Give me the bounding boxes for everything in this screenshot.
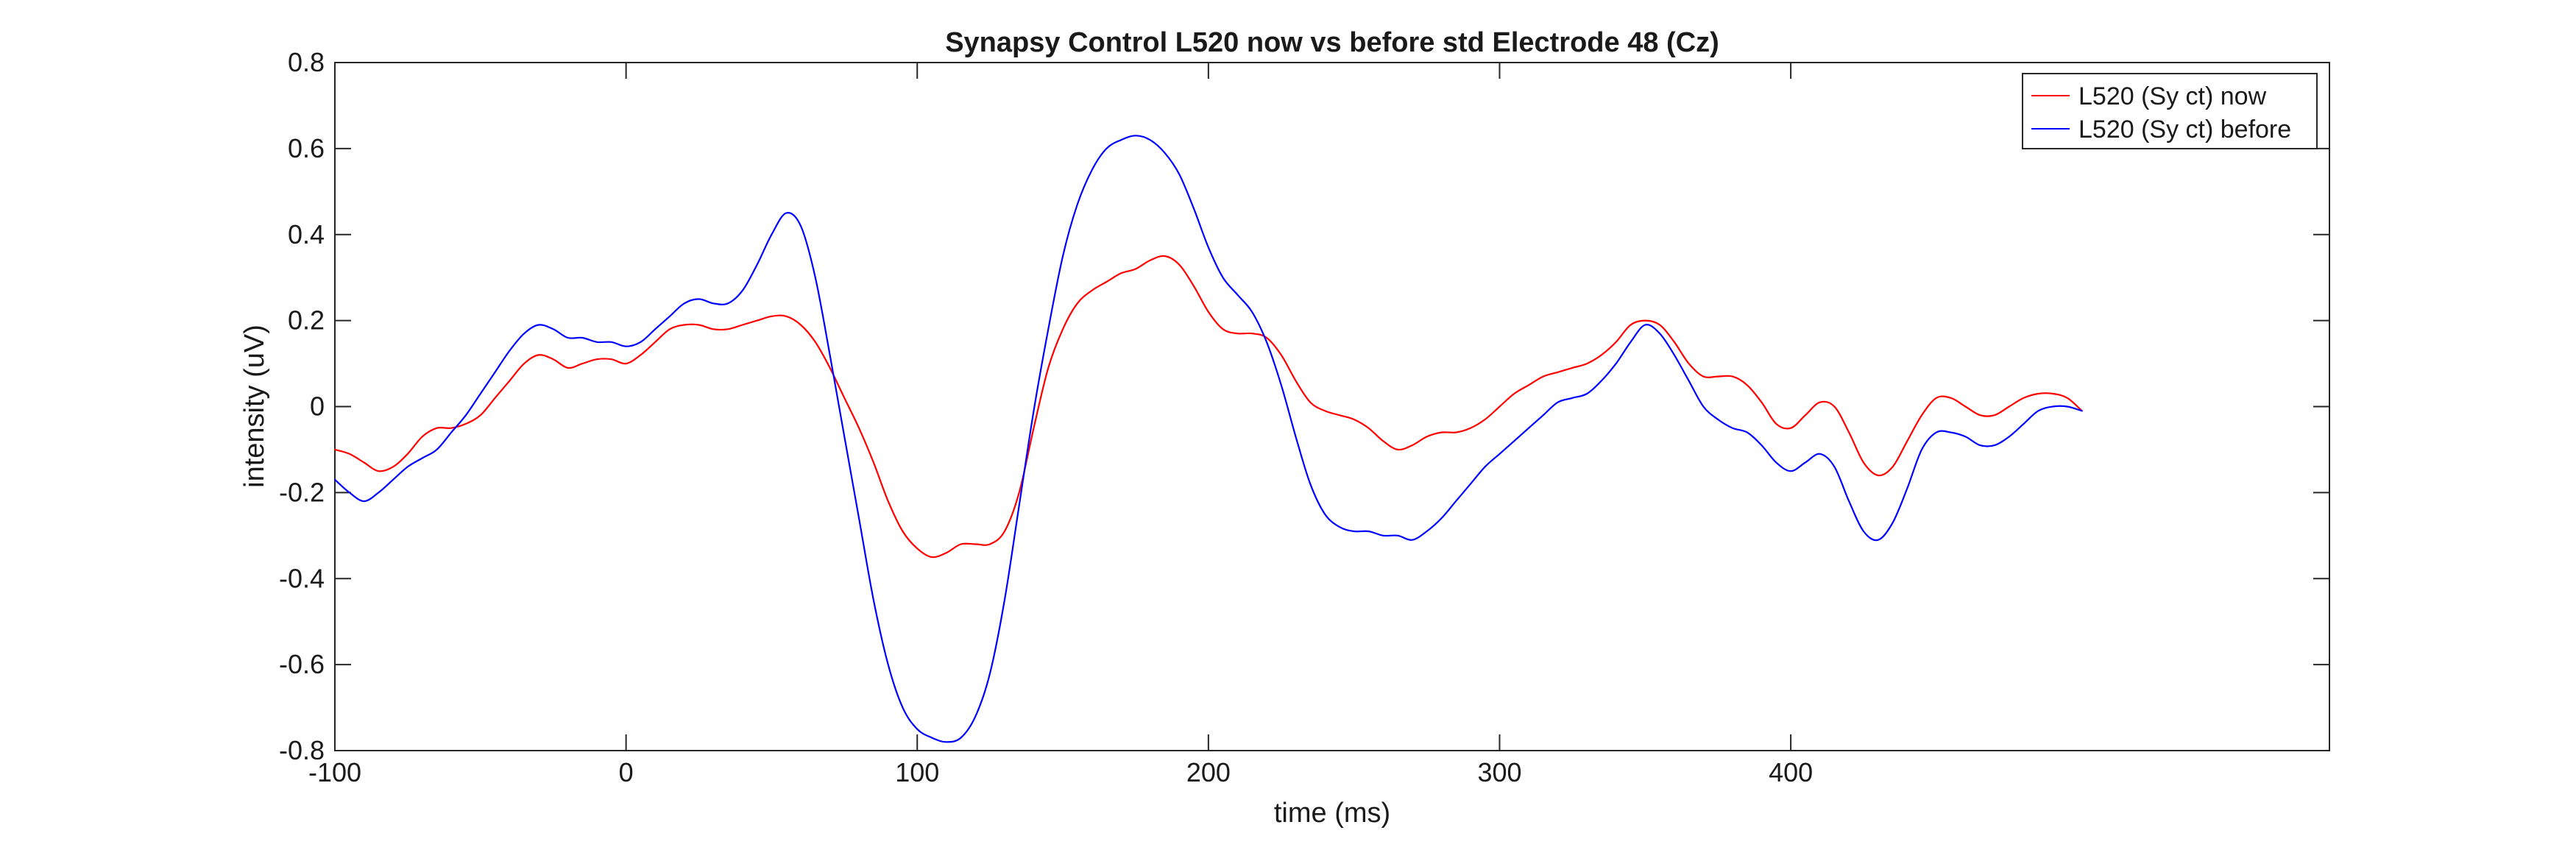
axis-ticks: -100 0 100 200 300 400 -0.8 -0.6 -0.4 -0.2 0 0.2 0.4… xyxy=(279,47,2329,787)
y-tick-label: 0 xyxy=(310,391,325,422)
x-tick-label: 400 xyxy=(1769,757,1813,787)
y-tick-label: 0.4 xyxy=(288,219,325,249)
series-lines xyxy=(333,135,2083,743)
x-tick-label: 300 xyxy=(1477,757,1521,787)
x-tick-label: 100 xyxy=(895,757,939,787)
x-tick-label: 0 xyxy=(619,757,634,787)
series-line-now xyxy=(333,255,2083,559)
x-tick-label: -100 xyxy=(308,757,361,787)
y-tick-label: -0.4 xyxy=(279,563,325,593)
legend: L520 (Sy ct) now L520 (Sy ct) before xyxy=(2022,73,2318,149)
legend-box xyxy=(2022,73,2318,149)
x-axis-label: time (ms) xyxy=(1274,798,1390,829)
y-tick-label: 0.2 xyxy=(288,305,325,336)
legend-label-before: L520 (Sy ct) before xyxy=(2078,116,2291,143)
y-axis-label: intensity (uV) xyxy=(239,325,270,488)
x-tick-label: 200 xyxy=(1186,757,1231,787)
y-tick-label: 0.8 xyxy=(288,47,325,77)
series-line-before xyxy=(333,135,2083,743)
legend-label-now: L520 (Sy ct) now xyxy=(2078,82,2267,110)
chart-title: Synapsy Control L520 now vs before std E… xyxy=(945,27,1719,58)
y-tick-label: 0.6 xyxy=(288,133,325,163)
y-tick-label: -0.8 xyxy=(279,735,325,765)
y-tick-label: -0.2 xyxy=(279,477,325,507)
plot-area xyxy=(334,62,2330,751)
y-tick-label: -0.6 xyxy=(279,649,325,679)
